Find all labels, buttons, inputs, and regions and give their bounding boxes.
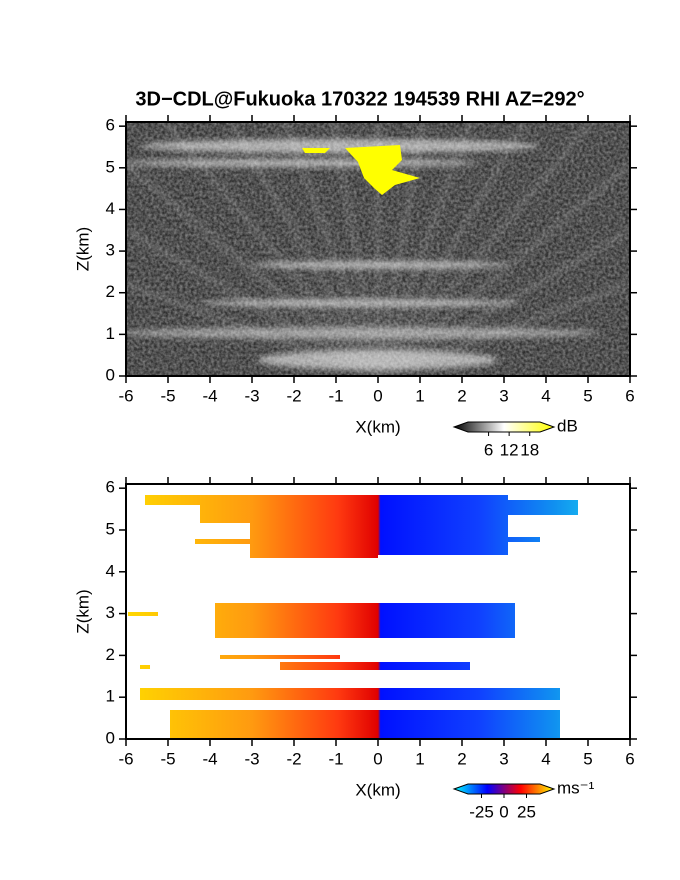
colorbar-tick-label: 18 — [520, 440, 539, 459]
ray — [126, 160, 380, 376]
ray — [376, 281, 630, 376]
x-tick-label: -1 — [328, 386, 343, 405]
y-tick-label: 2 — [106, 282, 115, 301]
y-tick-label: 4 — [106, 199, 115, 218]
y-tick-label: 2 — [106, 645, 115, 664]
x-tick-label: -2 — [286, 749, 301, 768]
colorbar-tick-label: 12 — [500, 440, 519, 459]
x-tick-label: 1 — [415, 749, 424, 768]
ray — [282, 122, 381, 376]
ray — [126, 281, 380, 376]
y-tick-label: 5 — [106, 519, 115, 538]
ray — [375, 122, 529, 376]
x-tick-label: 2 — [457, 749, 466, 768]
x-tick-label: 2 — [457, 386, 466, 405]
y-tick-label: 6 — [106, 116, 115, 135]
x-tick-label: 0 — [373, 749, 382, 768]
x-tick-label: 6 — [625, 749, 634, 768]
ray — [227, 122, 381, 376]
x-tick-label: 3 — [499, 386, 508, 405]
ray — [126, 227, 380, 376]
y-axis-label: Z(km) — [73, 227, 92, 271]
y-tick-label: 4 — [106, 561, 115, 580]
x-tick-label: 4 — [541, 749, 550, 768]
x-tick-label: 6 — [625, 386, 634, 405]
x-axis-label: X(km) — [355, 780, 400, 799]
colorbar — [452, 421, 556, 433]
colorbar-unit: dB — [557, 416, 578, 435]
x-tick-label: -5 — [160, 749, 175, 768]
colorbar-tick-label: -25 — [469, 802, 494, 821]
x-tick-label: -3 — [244, 749, 259, 768]
ray — [375, 122, 474, 376]
x-tick-label: -1 — [328, 749, 343, 768]
x-tick-label: 1 — [415, 386, 424, 405]
colorbar-tick-label: 0 — [499, 802, 508, 821]
x-tick-label: -2 — [286, 386, 301, 405]
ray — [160, 122, 381, 376]
x-tick-label: -6 — [118, 749, 133, 768]
reflectivity-field — [126, 122, 630, 376]
y-tick-label: 3 — [106, 603, 115, 622]
velocity-field — [128, 495, 578, 739]
y-tick-label: 1 — [106, 687, 115, 706]
colorbar-tick-label: 25 — [517, 802, 536, 821]
x-tick-label: 5 — [583, 386, 592, 405]
x-tick-label: -5 — [160, 386, 175, 405]
x-tick-label: 0 — [373, 386, 382, 405]
y-tick-label: 5 — [106, 157, 115, 176]
y-tick-label: 0 — [106, 728, 115, 747]
y-axis-label: Z(km) — [73, 589, 92, 633]
x-tick-label: -4 — [202, 749, 217, 768]
ray — [330, 122, 381, 376]
chart-title: 3D−CDL@Fukuoka 170322 194539 RHI AZ=292° — [135, 88, 584, 110]
x-tick-label: 4 — [541, 386, 550, 405]
colorbar — [452, 783, 556, 795]
x-axis-label: X(km) — [355, 417, 400, 436]
y-tick-label: 3 — [106, 241, 115, 260]
colorbar-unit: ms⁻¹ — [557, 778, 595, 797]
x-tick-label: -3 — [244, 386, 259, 405]
colorbar-tick-label: 6 — [484, 440, 493, 459]
ray — [376, 227, 630, 376]
ray — [375, 122, 596, 376]
y-tick-label: 1 — [106, 324, 115, 343]
x-tick-label: 5 — [583, 749, 592, 768]
ray — [376, 160, 630, 376]
x-tick-label: -4 — [202, 386, 217, 405]
y-tick-label: 0 — [106, 365, 115, 384]
x-tick-label: -6 — [118, 386, 133, 405]
x-tick-label: 3 — [499, 749, 508, 768]
y-tick-label: 6 — [106, 478, 115, 497]
